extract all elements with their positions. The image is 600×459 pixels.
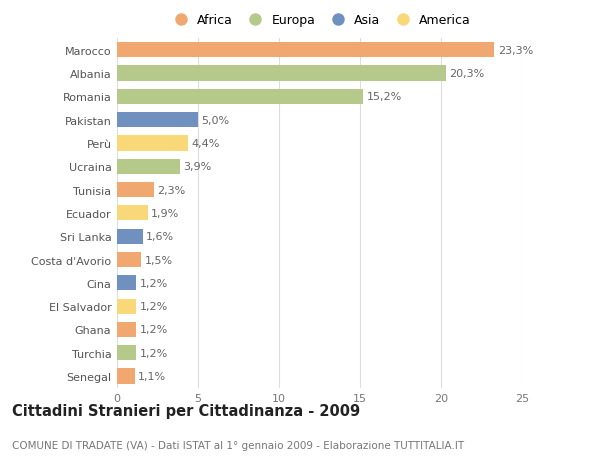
- Text: 4,4%: 4,4%: [191, 139, 220, 149]
- Bar: [117, 43, 494, 58]
- Bar: [117, 299, 136, 314]
- Text: 1,5%: 1,5%: [145, 255, 173, 265]
- Text: 1,6%: 1,6%: [146, 232, 174, 242]
- Bar: [117, 183, 154, 198]
- Text: 2,3%: 2,3%: [157, 185, 186, 195]
- Bar: [117, 136, 188, 151]
- Text: 23,3%: 23,3%: [498, 45, 533, 56]
- Bar: [117, 229, 143, 244]
- Text: 1,1%: 1,1%: [138, 371, 166, 381]
- Bar: [117, 90, 363, 105]
- Bar: [117, 276, 136, 291]
- Bar: [117, 206, 148, 221]
- Text: 1,2%: 1,2%: [140, 325, 168, 335]
- Legend: Africa, Europa, Asia, America: Africa, Europa, Asia, America: [168, 14, 471, 27]
- Text: 15,2%: 15,2%: [367, 92, 402, 102]
- Text: 20,3%: 20,3%: [449, 69, 484, 79]
- Text: 1,9%: 1,9%: [151, 208, 179, 218]
- Text: COMUNE DI TRADATE (VA) - Dati ISTAT al 1° gennaio 2009 - Elaborazione TUTTITALIA: COMUNE DI TRADATE (VA) - Dati ISTAT al 1…: [12, 440, 464, 450]
- Text: Cittadini Stranieri per Cittadinanza - 2009: Cittadini Stranieri per Cittadinanza - 2…: [12, 403, 360, 418]
- Bar: [117, 346, 136, 360]
- Bar: [117, 369, 135, 384]
- Text: 1,2%: 1,2%: [140, 278, 168, 288]
- Bar: [117, 252, 142, 268]
- Bar: [117, 67, 446, 81]
- Text: 5,0%: 5,0%: [201, 115, 229, 125]
- Text: 3,9%: 3,9%: [184, 162, 212, 172]
- Bar: [117, 113, 198, 128]
- Bar: [117, 159, 180, 174]
- Bar: [117, 322, 136, 337]
- Text: 1,2%: 1,2%: [140, 348, 168, 358]
- Text: 1,2%: 1,2%: [140, 302, 168, 312]
